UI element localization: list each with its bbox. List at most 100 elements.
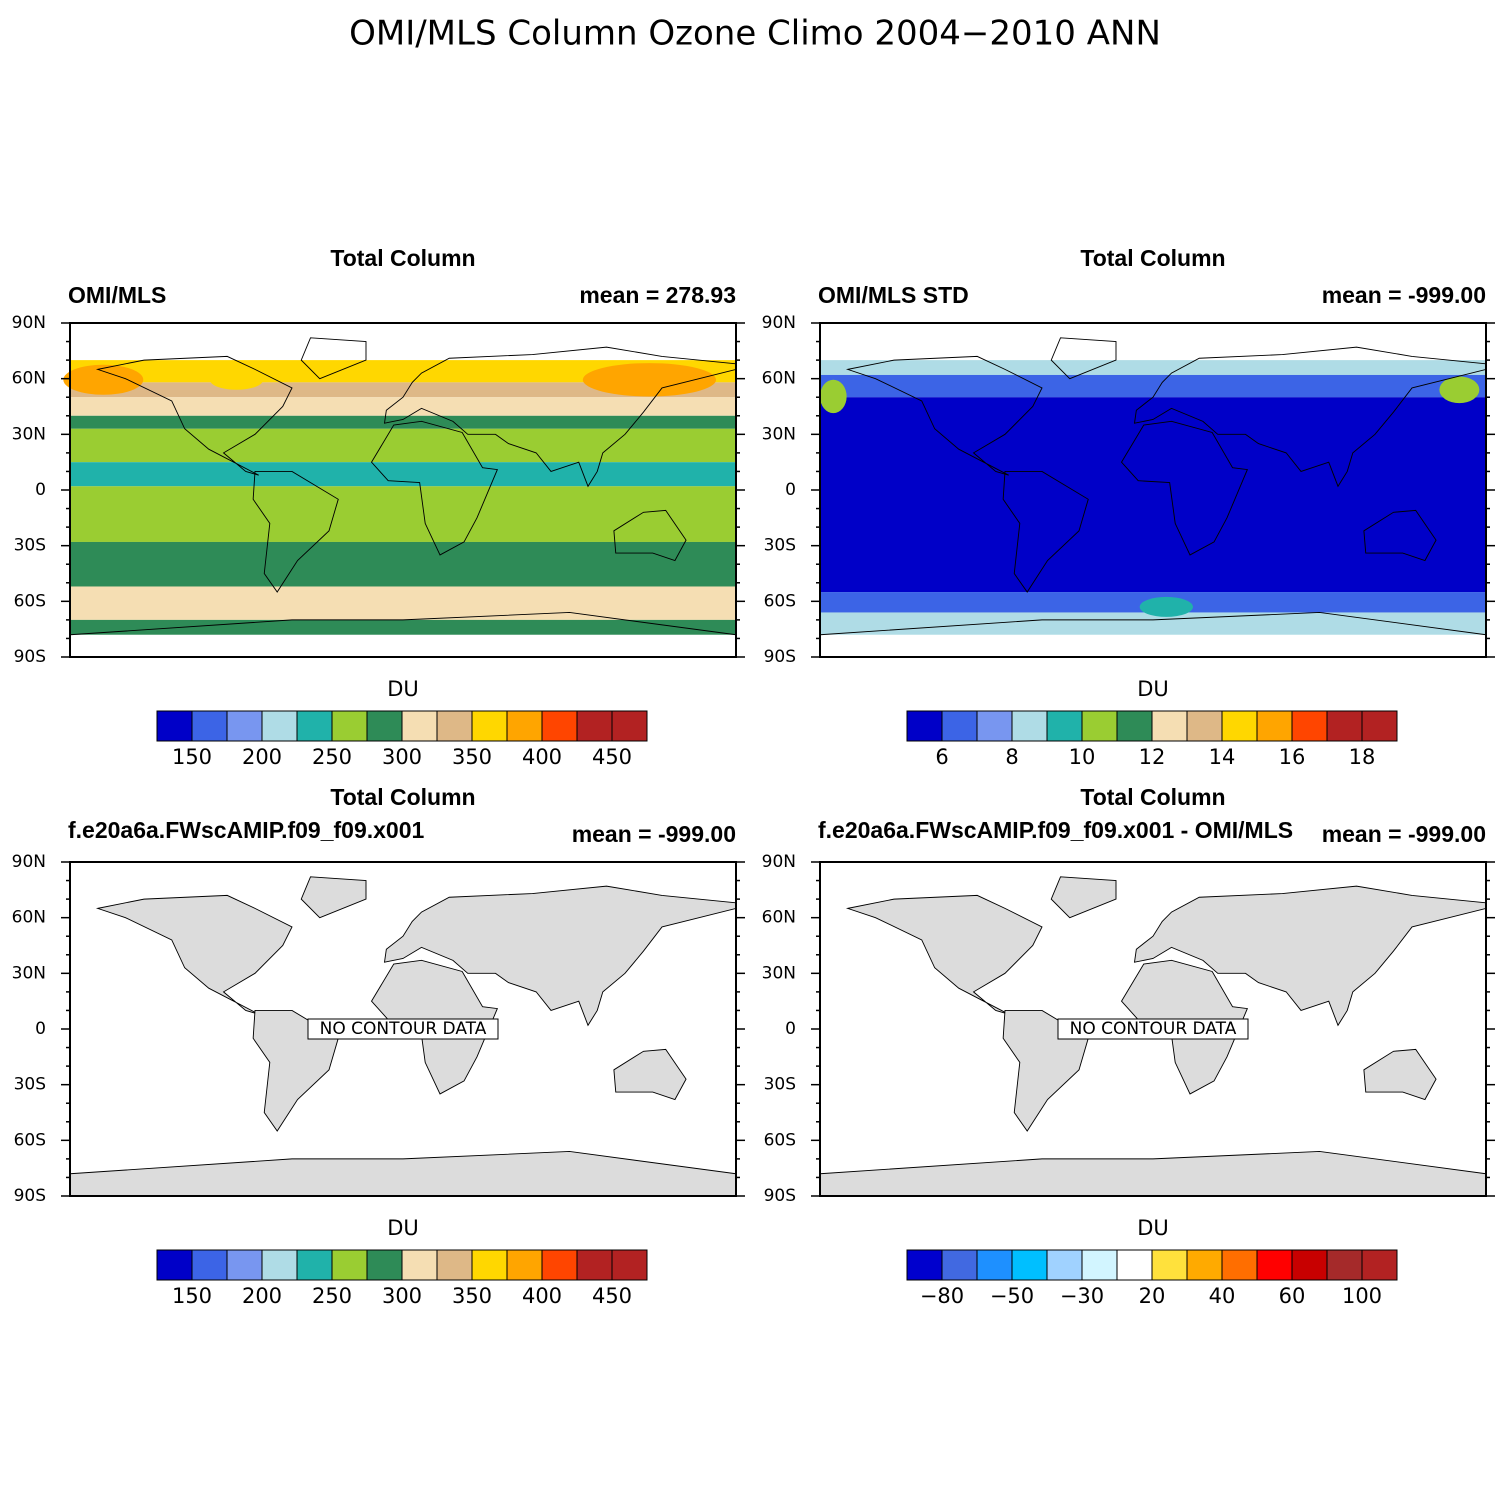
panel-title: Total Column — [1080, 245, 1225, 271]
colorbar-box — [156, 710, 193, 742]
lat-label: 90S — [764, 1186, 796, 1206]
colorbar-box — [1151, 710, 1188, 742]
colorbar-box — [331, 1249, 368, 1281]
colorbar-label: 350 — [452, 1284, 492, 1308]
lat-label: 0 — [35, 1019, 46, 1039]
colorbar-box — [1081, 710, 1118, 742]
panel-left-label: OMI/MLS — [68, 282, 166, 308]
colorbar-box — [541, 710, 578, 742]
colorbar-box — [941, 1249, 978, 1281]
panel-title: Total Column — [330, 784, 475, 810]
colorbar-box — [1186, 710, 1223, 742]
colorbar-box — [156, 1249, 193, 1281]
colorbar-box — [296, 710, 333, 742]
colorbar-label: 40 — [1209, 1284, 1236, 1308]
colorbar-box — [611, 710, 648, 742]
colorbar-box — [366, 710, 403, 742]
lat-label: 90N — [12, 852, 46, 872]
contour-band — [820, 397, 1486, 593]
map-panel: NO CONTOUR DATA 90N 60N 30N 0 30S 60S 90S Total … — [12, 784, 745, 1308]
colorbar-box — [1186, 1249, 1223, 1281]
colorbar-box — [401, 1249, 438, 1281]
colorbar-box — [1116, 710, 1153, 742]
colorbar-label: 150 — [172, 745, 212, 769]
colorbar-box — [1011, 1249, 1048, 1281]
colorbar-box — [1326, 1249, 1363, 1281]
colorbar-label: −80 — [920, 1284, 964, 1308]
contour-band — [820, 612, 1486, 635]
colorbar-label: 20 — [1139, 1284, 1166, 1308]
colorbar-box — [191, 1249, 228, 1281]
lat-label: 60N — [762, 908, 796, 928]
colorbar-label: 250 — [312, 745, 352, 769]
colorbar-box — [576, 710, 613, 742]
colorbar-box — [1081, 1249, 1118, 1281]
colorbar-box — [1221, 1249, 1258, 1281]
colorbar-label: 450 — [592, 1284, 632, 1308]
lat-label: 60S — [764, 1130, 796, 1150]
colorbar-box — [401, 710, 438, 742]
lat-label: 90N — [762, 313, 796, 333]
colorbar-title: DU — [1137, 677, 1169, 701]
colorbar-label: 150 — [172, 1284, 212, 1308]
contour-band — [70, 486, 736, 542]
colorbar-label: 200 — [242, 745, 282, 769]
colorbar-box — [1326, 710, 1363, 742]
lat-label: 30S — [764, 536, 796, 556]
colorbar-box — [1361, 710, 1398, 742]
contour-blob — [582, 363, 717, 397]
lat-label: 90S — [764, 647, 796, 667]
colorbar-box — [611, 1249, 648, 1281]
colorbar-label: 450 — [592, 745, 632, 769]
lat-label: 90N — [762, 852, 796, 872]
panel-mean: mean = -999.00 — [572, 821, 736, 847]
colorbar-label: 8 — [1005, 745, 1018, 769]
colorbar-label: 400 — [522, 745, 562, 769]
colorbar-box — [1046, 710, 1083, 742]
colorbar-box — [976, 710, 1013, 742]
colorbar-box — [471, 710, 508, 742]
colorbar-title: DU — [387, 1216, 419, 1240]
panel-title: Total Column — [1080, 784, 1225, 810]
colorbar-box — [191, 710, 228, 742]
colorbar-box — [1116, 1249, 1153, 1281]
colorbar-box — [1256, 1249, 1293, 1281]
lat-label: 30S — [764, 1075, 796, 1095]
colorbar-box — [541, 1249, 578, 1281]
lat-label: 30N — [12, 963, 46, 983]
colorbar-box — [1151, 1249, 1188, 1281]
colorbar-box — [1291, 1249, 1328, 1281]
panel-mean: mean = -999.00 — [1322, 282, 1486, 308]
colorbar-box — [1046, 1249, 1083, 1281]
colorbar-label: −30 — [1060, 1284, 1104, 1308]
contour-blob — [1439, 376, 1480, 404]
lat-label: 60S — [14, 591, 46, 611]
colorbar-box — [1361, 1249, 1398, 1281]
lat-label: 30N — [762, 963, 796, 983]
contour-band — [70, 415, 736, 429]
panel-left-label: f.e20a6a.FWscAMIP.f09_f09.x001 — [68, 817, 424, 843]
colorbar-box — [906, 710, 943, 742]
contour-band — [70, 428, 736, 463]
lat-label: 60N — [12, 369, 46, 389]
lat-label: 90S — [14, 647, 46, 667]
colorbar-box — [576, 1249, 613, 1281]
contour-band — [70, 397, 736, 416]
colorbar-label: −50 — [990, 1284, 1034, 1308]
colorbar-box — [941, 710, 978, 742]
colorbar-box — [226, 710, 263, 742]
colorbar-box — [1256, 710, 1293, 742]
contour-band — [820, 360, 1486, 375]
colorbar-label: 300 — [382, 745, 422, 769]
colorbar-box — [296, 1249, 333, 1281]
contour-band — [70, 619, 736, 635]
colorbar-label: 350 — [452, 745, 492, 769]
contour-band — [820, 374, 1486, 398]
note: NO CONTOUR DATA — [320, 1019, 487, 1039]
map-panel: 90N 60N 30N 0 30S 60S 90S Total Column OMI/MLS S… — [762, 245, 1495, 769]
lat-label: 0 — [785, 480, 796, 500]
contour-blob — [63, 364, 144, 395]
colorbar-label: 6 — [935, 745, 948, 769]
contour-band — [70, 541, 736, 587]
